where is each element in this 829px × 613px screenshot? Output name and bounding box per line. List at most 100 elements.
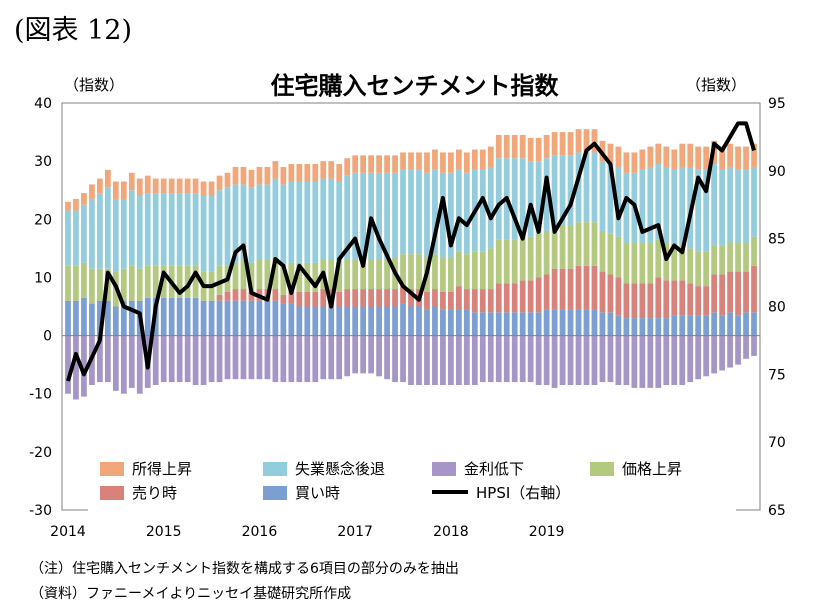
bar-segment — [128, 265, 135, 301]
legend-swatch — [263, 486, 287, 500]
bar-segment — [607, 274, 614, 313]
bar-segment — [599, 335, 606, 383]
bar-segment — [639, 242, 646, 284]
bar-segment — [176, 335, 183, 383]
bar-segment — [168, 297, 175, 336]
bar-segment — [240, 166, 247, 185]
bar-segment — [352, 289, 359, 307]
bar-segment — [224, 291, 231, 301]
bar-segment — [607, 335, 614, 383]
bar-segment — [408, 335, 414, 385]
bar-segment — [631, 335, 638, 388]
bar-segment — [176, 297, 183, 336]
bar-segment — [727, 143, 733, 167]
y-tick-label: 20 — [34, 212, 52, 228]
bar-segment — [711, 335, 718, 374]
bar-segment — [392, 289, 398, 307]
bar-segment — [160, 265, 167, 298]
bar-segment — [559, 132, 566, 156]
bar-segment — [352, 259, 359, 290]
bar-segment — [248, 262, 255, 292]
bar-segment — [479, 149, 486, 170]
bar-segment — [65, 201, 71, 211]
bar-segment — [368, 259, 374, 290]
bar-segment — [719, 146, 725, 170]
bar-segment — [376, 335, 382, 377]
bar-segment — [232, 184, 239, 263]
bar-segment — [671, 169, 678, 246]
bar-segment — [519, 312, 526, 336]
bar-segment — [360, 306, 367, 336]
bar-segment — [440, 257, 446, 292]
bar-segment — [479, 289, 486, 313]
bar-segment — [97, 193, 103, 269]
bar-segment — [599, 312, 606, 336]
bar-segment — [240, 300, 247, 336]
bar-segment — [471, 149, 478, 170]
y-tick-label: 0 — [43, 329, 52, 345]
bar-segment — [519, 280, 526, 313]
bar-segment — [104, 335, 111, 383]
bar-segment — [432, 149, 438, 170]
bar-segment — [312, 262, 319, 292]
bar-segment — [81, 193, 87, 205]
bar-segment — [751, 335, 757, 356]
y2-tick-label: 65 — [768, 503, 786, 519]
bar-segment — [408, 169, 414, 255]
bar-segment — [384, 155, 390, 173]
bar-segment — [344, 175, 351, 260]
bar-segment — [272, 257, 279, 290]
bar-segment — [448, 291, 454, 310]
bar-segment — [312, 335, 319, 383]
bar-segment — [527, 335, 534, 383]
bar-segment — [312, 291, 319, 307]
bar-segment — [575, 152, 582, 223]
bar-segment — [743, 169, 749, 243]
bar-segment — [631, 152, 638, 173]
bar-segment — [503, 335, 510, 383]
bar-segment — [65, 265, 71, 301]
bar-segment — [639, 283, 646, 319]
bar-segment — [144, 175, 151, 194]
bar-segment — [328, 178, 335, 260]
bar-segment — [336, 291, 343, 307]
bar-segment — [216, 335, 223, 383]
bar-segment — [152, 193, 159, 266]
bar-segment — [320, 161, 327, 179]
bar-segment — [487, 335, 494, 383]
bar-segment — [432, 289, 438, 307]
bar-segment — [352, 306, 359, 336]
bar-segment — [735, 271, 741, 316]
bar-segment — [200, 335, 207, 385]
bar-segment — [192, 297, 199, 336]
bar-segment — [432, 169, 438, 255]
bar-segment — [647, 146, 654, 167]
bar-segment — [583, 129, 590, 153]
bar-segment — [416, 306, 422, 336]
chart-title: 住宅購入センチメント指数 — [270, 72, 559, 100]
bar-segment — [735, 169, 741, 243]
bar-segment — [727, 242, 733, 272]
x-tick-label: 2014 — [50, 524, 86, 540]
bar-segment — [384, 335, 390, 380]
y-tick-label: 40 — [34, 96, 52, 112]
bar-segment — [368, 335, 374, 374]
bar-segment — [735, 146, 741, 170]
bar-segment — [639, 318, 646, 336]
bar-segment — [192, 335, 199, 385]
bar-segment — [527, 312, 534, 336]
bar-segment — [455, 251, 462, 287]
bar-segment — [719, 169, 725, 246]
bar-segment — [73, 198, 79, 211]
bar-segment — [511, 283, 518, 313]
bar-segment — [216, 300, 223, 336]
bar-segment — [727, 271, 733, 313]
bar-segment — [567, 132, 574, 156]
bar-segment — [503, 283, 510, 313]
bar-segment — [751, 143, 757, 167]
bar-segment — [280, 166, 287, 185]
bar-segment — [192, 193, 199, 266]
bar-segment — [543, 309, 550, 336]
bar-segment — [160, 335, 167, 383]
